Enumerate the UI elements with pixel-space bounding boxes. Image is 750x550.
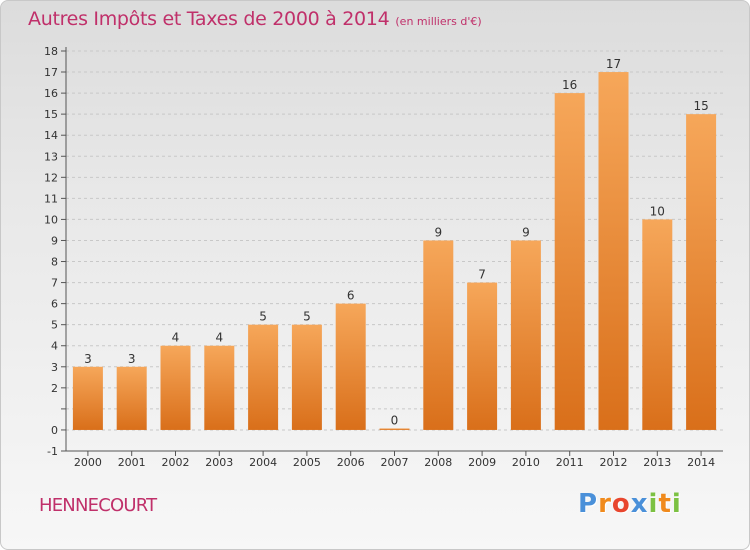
y-tick-label: 6 [51,298,58,311]
data-label: 9 [522,225,530,239]
x-tick-label: 2001 [118,456,146,469]
y-tick-label: 10 [44,213,58,226]
logo-letter: x [630,489,649,519]
y-tick-label: -1 [47,445,58,458]
y-tick-label: 3 [51,361,58,374]
bar [598,72,629,430]
data-label: 0 [391,413,399,427]
data-label: 9 [434,225,442,239]
x-tick-label: 2005 [293,456,321,469]
bar [248,324,279,430]
data-label: 5 [303,310,311,324]
data-label: 10 [650,204,665,218]
x-tick-label: 2014 [687,456,715,469]
data-label: 15 [693,99,708,113]
bar [160,345,191,430]
y-tick-label: 16 [44,87,58,100]
bar [116,366,147,430]
bar [467,282,498,430]
x-tick-label: 2004 [249,456,277,469]
bar [72,366,103,430]
bar [510,240,541,430]
x-tick-label: 2009 [468,456,496,469]
logo-letter: r [598,489,612,519]
x-tick-label: 2003 [205,456,233,469]
y-tick-label: 8 [51,256,58,269]
y-tick-label: 7 [51,277,58,290]
data-label: 4 [215,331,223,345]
logo-letter: o [611,489,631,519]
x-tick-label: 2011 [556,456,584,469]
logo-letter: i [671,489,682,519]
data-label: 6 [347,289,355,303]
data-label: 17 [606,57,621,71]
title-unit: (en milliers d'€) [395,15,482,28]
x-tick-label: 2008 [424,456,452,469]
y-tick-label: 17 [44,66,58,79]
x-tick-label: 2012 [600,456,628,469]
bar [204,345,235,430]
bar [686,114,717,430]
bar [379,428,410,430]
y-tick-label: 15 [44,108,58,121]
x-tick-label: 2007 [381,456,409,469]
x-tick-label: 2013 [643,456,671,469]
proxiti-logo[interactable]: Proxiti [578,489,682,519]
commune-name: HENNECOURT [39,495,157,516]
y-tick-label: 5 [51,319,58,332]
data-label: 5 [259,310,267,324]
bar [554,93,585,430]
bar [642,219,673,430]
x-tick-label: 2006 [337,456,365,469]
y-tick-label: 11 [44,192,58,205]
y-tick-label: 18 [44,45,58,58]
y-tick-label: 2 [51,382,58,395]
y-tick-label: 14 [44,129,58,142]
y-tick-label: 13 [44,150,58,163]
x-tick-label: 2002 [162,456,190,469]
logo-letter: i [648,489,659,519]
x-tick-label: 2010 [512,456,540,469]
data-label: 3 [84,352,92,366]
data-label: 16 [562,78,577,92]
title-main: Autres Impôts et Taxes de 2000 à 2014 [28,8,390,30]
y-tick-label: 9 [51,234,58,247]
data-label: 3 [128,352,136,366]
bar [291,324,322,430]
logo-letter: t [658,489,672,519]
x-tick-label: 2000 [74,456,102,469]
y-tick-label: 12 [44,171,58,184]
y-tick-label: 4 [51,340,58,353]
chart-title: Autres Impôts et Taxes de 2000 à 2014 (en… [28,8,482,30]
data-label: 7 [478,268,486,282]
bar [423,240,454,430]
data-label: 4 [172,331,180,345]
logo-letter: P [578,489,599,519]
y-tick-label: 0 [51,424,58,437]
bar [335,303,366,430]
